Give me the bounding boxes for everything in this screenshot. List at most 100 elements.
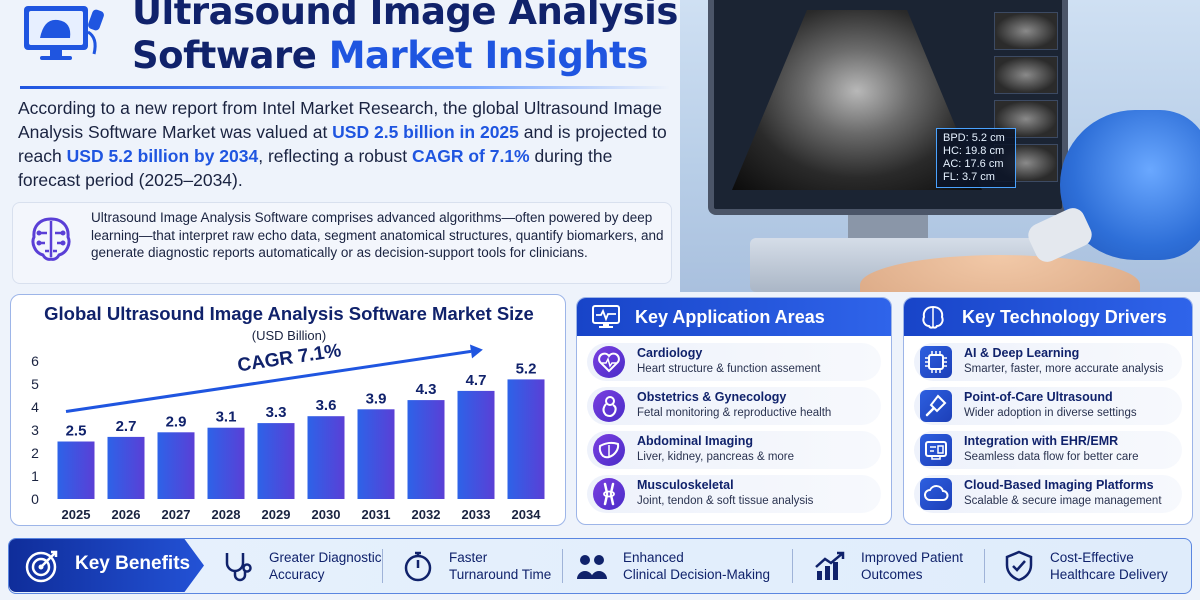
key-benefits-banner: Key Benefits [9,539,204,592]
market-size-bar-chart: 0 1 2 3 4 5 6 2.5 2.7 2.9 3.1 3.3 3.6 3.9 4.3 4.7 5.2 2… [31,340,545,522]
monitor-heartbeat-icon [592,305,620,328]
driver-item-title: Cloud-Based Imaging Platforms [964,478,1154,492]
team-icon [577,555,607,579]
application-item-subtitle: Fetal monitoring & reproductive health [637,407,832,419]
benefit-divider [792,549,793,583]
x-tick-label: 2025 [62,507,91,522]
y-tick-label: 2 [31,445,39,461]
data-label: 3.6 [316,397,337,414]
stopwatch-icon [404,551,432,582]
bar-2027 [157,432,195,499]
technology-drivers-card: Key Technology Drivers AI & Deep Learnin… [903,297,1193,525]
data-label: 2.9 [166,413,187,430]
driver-item-subtitle: Smarter, faster, more accurate analysis [964,363,1164,375]
benefit-divider [562,549,563,583]
liver-icon [593,434,625,466]
x-tick-label: 2029 [262,507,291,522]
cagr-annotation: CAGR 7.1% [236,340,343,376]
brain-icon [922,305,944,329]
bar-2029 [257,423,295,499]
readout-line: AC: 17.6 cm [943,158,1004,170]
brain-circuit-icon [31,217,71,261]
stethoscope-icon [225,553,252,582]
ultrasound-monitor-icon [24,6,104,60]
intro-highlight: USD 5.2 billion by 2034 [66,146,259,166]
bar-2030 [307,416,345,499]
application-item-cardiology: Cardiology Heart structure & function as… [587,343,881,381]
ultrasound-monitor: BPD: 5.2 cm HC: 19.8 cm AC: 17.6 cm FL: … [708,0,1068,215]
data-label: 5.2 [516,360,537,377]
x-tick-label: 2027 [162,507,191,522]
growth-chart-icon [815,551,845,580]
market-size-chart-card: Global Ultrasound Image Analysis Softwar… [10,294,566,526]
benefit-item-turnaround: Faster Turnaround Time [401,539,561,592]
description-text: Ultrasound Image Analysis Software compr… [91,210,664,260]
bar-series [57,379,545,499]
data-label: 4.7 [466,372,487,389]
intro-text: According to a new report from Intel Mar… [18,98,662,142]
benefit-item-cost-effective: Cost-Effective Healthcare Delivery [1002,539,1187,592]
biometry-readout: BPD: 5.2 cm HC: 19.8 cm AC: 17.6 cm FL: … [936,128,1016,188]
bar-2025 [57,441,95,499]
bar-2028 [207,427,245,499]
application-item-abdominal: Abdominal Imaging Liver, kidney, pancrea… [587,431,881,469]
driver-item-title: Integration with EHR/EMR [964,434,1119,448]
ai-chip-icon [920,346,952,378]
readout-line: HC: 19.8 cm [943,145,1005,157]
description-box: Ultrasound Image Analysis Software compr… [12,202,672,284]
y-tick-label: 4 [31,399,39,415]
readout-line: BPD: 5.2 cm [943,132,1005,144]
data-labels: 2.5 2.7 2.9 3.1 3.3 3.6 3.9 4.3 4.7 5.2 [66,360,537,439]
technology-drivers-header: Key Technology Drivers [904,298,1192,336]
bar-2032 [407,400,445,499]
benefit-divider [984,549,985,583]
benefit-item-outcomes: Improved Patient Outcomes [813,539,983,592]
application-item-subtitle: Joint, tendon & soft tissue analysis [637,495,814,507]
x-axis: 2025 2026 2027 2028 2029 2030 2031 2032 2033 2034 [62,507,542,522]
cagr-trend-arrow [65,344,483,413]
benefit-text: Improved Patient Outcomes [861,550,964,582]
driver-item-pocus: Point-of-Care Ultrasound Wider adoption … [914,387,1182,425]
driver-item-ai: AI & Deep Learning Smarter, faster, more… [914,343,1182,381]
fetus-icon [593,390,625,422]
chart-subtitle: (USD Billion) [251,328,327,343]
driver-item-subtitle: Wider adoption in diverse settings [964,407,1137,419]
key-benefits-label: Key Benefits [75,553,191,574]
y-tick-label: 0 [31,491,39,507]
title-accent: Market Insights [328,34,649,77]
title-line-2: Software Market Insights [132,34,692,78]
y-tick-label: 6 [31,353,39,369]
readout-line: FL: 3.7 cm [943,171,995,183]
y-tick-label: 5 [31,376,39,392]
data-label: 3.9 [366,390,387,407]
target-icon [25,550,58,583]
chart-title: Global Ultrasound Image Analysis Softwar… [44,303,534,324]
benefit-text: Greater Diagnostic Accuracy [269,550,382,582]
x-tick-label: 2028 [212,507,241,522]
data-label: 2.7 [116,418,137,435]
heart-pulse-icon [593,346,625,378]
technology-drivers-title: Key Technology Drivers [962,306,1167,327]
driver-item-title: Point-of-Care Ultrasound [964,390,1113,404]
key-benefits-bar: Key Benefits Greater Diagnostic Accuracy… [8,538,1192,594]
x-tick-label: 2031 [362,507,391,522]
intro-text: during the forecast period (2025–2034). [18,146,613,190]
ehr-icon [920,434,952,466]
scan-thumbnail [994,56,1058,94]
benefit-text: Cost-Effective Healthcare Delivery [1050,550,1168,582]
benefit-text: Enhanced Clinical Decision-Making [623,550,771,582]
x-tick-label: 2033 [462,507,491,522]
scan-thumbnail [994,12,1058,50]
shield-check-icon [1005,550,1033,582]
probe-icon [920,390,952,422]
driver-item-cloud: Cloud-Based Imaging Platforms Scalable &… [914,475,1182,513]
data-label: 2.5 [66,423,87,440]
application-item-title: Obstetrics & Gynecology [637,390,787,404]
driver-item-subtitle: Scalable & secure image management [964,495,1162,507]
bar-2034 [507,379,545,499]
benefit-divider [382,549,383,583]
page-title: Ultrasound Image Analysis Software Marke… [132,0,692,78]
application-item-obstetrics: Obstetrics & Gynecology Fetal monitoring… [587,387,881,425]
application-item-title: Cardiology [637,346,703,360]
driver-item-ehr: Integration with EHR/EMR Seamless data f… [914,431,1182,469]
